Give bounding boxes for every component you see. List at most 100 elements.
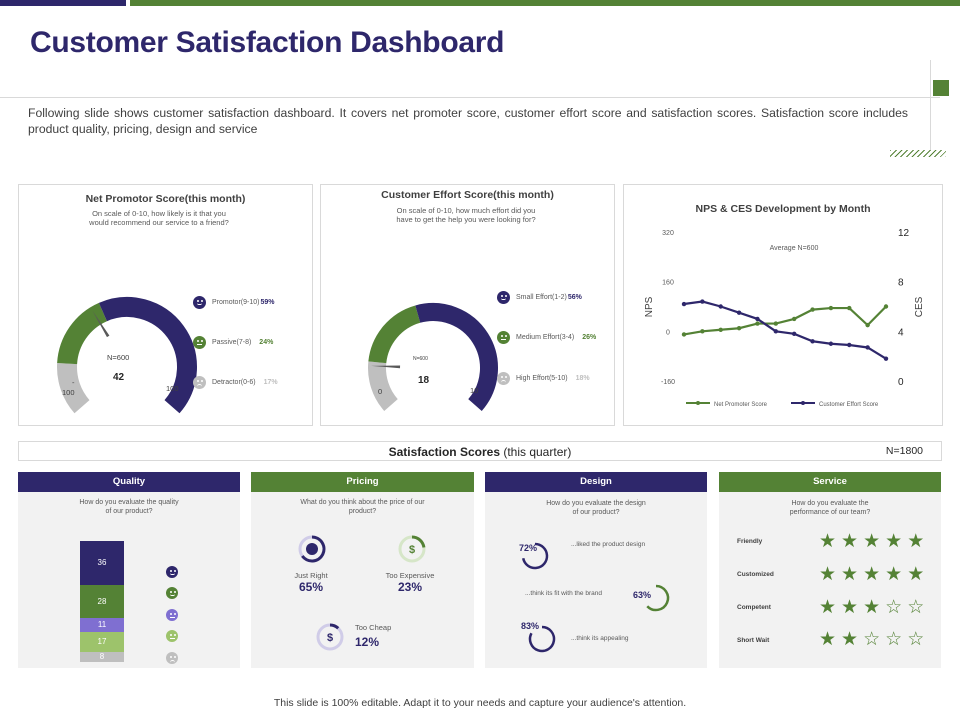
nps-gauge-needle (92, 310, 110, 338)
nps-panel: Net Promotor Score(this month) On scale … (18, 184, 313, 426)
footer-note: This slide is 100% editable. Adapt it to… (273, 697, 687, 709)
data-point (755, 321, 760, 326)
star-filled-icon: ★ (819, 629, 837, 650)
title-divider (0, 97, 940, 98)
data-point (847, 342, 852, 348)
star-filled-icon: ★ (863, 531, 881, 552)
data-point (883, 304, 889, 309)
data-point (828, 341, 834, 346)
design-pct-2: 63% (633, 590, 652, 600)
ces-min-label: 0 (378, 387, 383, 396)
pricing-ring-just-right-fill (301, 535, 326, 563)
decor-green-square (933, 80, 949, 96)
satisfaction-title-bold: Satisfaction Scores (388, 445, 500, 459)
quality-segment: 8 (80, 652, 124, 662)
ces-legend-label: Small Effort(1-2) (516, 294, 567, 301)
service-label: Customized (737, 571, 774, 578)
quality-card: Quality How do you evaluate the quality … (18, 472, 240, 668)
star-filled-icon: ★ (863, 597, 881, 618)
design-card: Design How do you evaluate the design of… (485, 472, 707, 668)
y2-axis-label: CES (914, 296, 925, 317)
nps-legend-pct: 17% (263, 379, 278, 386)
design-ring-3-fill (528, 625, 556, 653)
satisfaction-n-label: N=1800 (885, 445, 923, 457)
design-header: Design (485, 472, 707, 492)
nps-value: 42 (113, 372, 125, 383)
star-rating: ★ ★ ★ ★ ★ (819, 532, 924, 551)
ces-gauge-needle (371, 365, 401, 369)
design-text-1: ...liked the product design (571, 541, 646, 548)
nps-legend-label: Promotor(9-10) (212, 299, 260, 306)
star-filled-icon: ★ (819, 531, 837, 552)
y-tick-label: 0 (666, 329, 670, 336)
decor-hatch (890, 150, 946, 157)
data-point (736, 310, 742, 315)
data-point (718, 304, 723, 309)
page-title: Customer Satisfaction Dashboard (30, 26, 505, 59)
legend-marker (801, 401, 805, 405)
ces-legend-label: High Effort(5-10) (516, 375, 568, 382)
star-rating: ★ ★ ☆ ☆ ☆ (819, 630, 924, 649)
neutral-face-icon (166, 630, 178, 642)
nps-max-label: 100 (166, 384, 179, 393)
design-question: How do you evaluate the design of our pr… (485, 499, 707, 517)
ces-value: 18 (418, 375, 430, 386)
pricing-item-just-right: Just Right 65% (283, 571, 339, 594)
nps-legend-label: Detractor(0-6) (212, 379, 256, 386)
y-tick-label: 160 (662, 280, 674, 287)
star-empty-icon: ☆ (885, 629, 903, 650)
service-label: Competent (737, 604, 771, 611)
service-question: How do you evaluate the performance of o… (719, 499, 941, 517)
chart-title: NPS & CES Development by Month (695, 203, 871, 215)
star-filled-icon: ★ (841, 629, 859, 650)
ces-subtitle-line1: On scale of 0-10, how much effort did yo… (396, 206, 536, 215)
pricing-ring-too-cheap-fill (329, 623, 340, 630)
service-card: Service How do you evaluate the performa… (719, 472, 941, 668)
nps-subtitle-line2: would recommend our service to a friend? (89, 218, 229, 227)
star-rating: ★ ★ ★ ★ ★ (819, 565, 924, 584)
star-filled-icon: ★ (907, 564, 925, 585)
data-point (773, 321, 779, 326)
quality-question-line1: How do you evaluate the quality (79, 499, 179, 506)
pricing-item-too-cheap: Too Cheap 12% (355, 623, 401, 649)
data-point (681, 301, 687, 307)
dollar-icon: $ (409, 544, 415, 556)
nps-legend-row: Passive(7-8) 24% (193, 336, 273, 349)
ces-legend-row: Small Effort(1-2) 56% (497, 291, 582, 304)
star-filled-icon: ★ (885, 531, 903, 552)
y-axis-label: NPS (644, 296, 655, 317)
star-filled-icon: ★ (907, 531, 925, 552)
star-filled-icon: ★ (841, 564, 859, 585)
y-tick-label: 320 (662, 230, 674, 237)
quality-segment: 28 (80, 584, 124, 619)
neutral-face-icon (193, 336, 206, 349)
star-empty-icon: ☆ (885, 597, 903, 618)
ces-legend-pct: 26% (582, 334, 597, 341)
neutral-face-icon (166, 609, 178, 621)
nps-gauge-segment-1 (57, 302, 108, 365)
nps-min-dash: - (72, 378, 75, 387)
data-point (791, 331, 797, 337)
ces-panel: Customer Effort Score(this month) On sca… (320, 184, 615, 426)
design-ring-2-fill (646, 584, 670, 612)
sad-face-icon (166, 652, 178, 664)
nps-legend-row: Detractor(0-6) 17% (193, 376, 278, 389)
pricing-question-line1: What do you think about the price of our (300, 499, 425, 506)
nps-legend-label: Passive(7-8) (212, 339, 252, 346)
star-filled-icon: ★ (819, 597, 837, 618)
star-filled-icon: ★ (819, 564, 837, 585)
quality-header: Quality (18, 472, 240, 492)
decor-vertical-line (930, 60, 931, 150)
data-point (755, 316, 760, 322)
data-point (865, 322, 870, 328)
service-question-line2: performance of our team? (789, 509, 871, 516)
quality-question-line2: of our product? (105, 508, 153, 515)
series-line-ces (683, 300, 887, 360)
star-filled-icon: ★ (841, 531, 859, 552)
data-point (773, 329, 779, 334)
design-pct-3: 83% (521, 621, 540, 631)
nps-legend-row: Promotor(9-10) 59% (193, 296, 274, 309)
ces-gauge-segment-2 (415, 303, 498, 411)
data-point (810, 339, 815, 344)
ces-subtitle: On scale of 0-10, how much effort did yo… (366, 206, 566, 224)
